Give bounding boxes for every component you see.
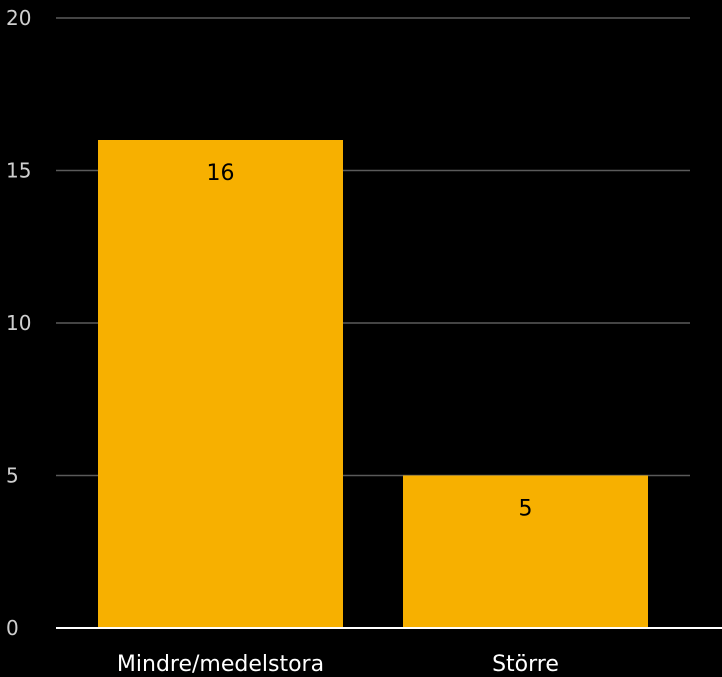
y-tick-label: 5 [6, 464, 19, 488]
bar-0 [98, 140, 343, 628]
data-label: 5 [519, 497, 533, 522]
data-labels: 16 5 [207, 161, 533, 522]
bars [98, 140, 648, 628]
x-tick-label: Större [492, 652, 559, 677]
bar-1 [403, 475, 648, 628]
y-tick-label: 0 [6, 616, 19, 640]
y-tick-label: 20 [6, 6, 31, 30]
y-tick-label: 15 [6, 159, 31, 183]
y-axis-tick-labels: 0 5 10 15 20 [6, 6, 31, 640]
data-label: 16 [207, 161, 235, 186]
x-tick-label: Mindre/medelstora [117, 652, 324, 677]
x-axis-category-labels: Mindre/medelstora Större [117, 652, 559, 677]
y-tick-label: 10 [6, 311, 31, 335]
